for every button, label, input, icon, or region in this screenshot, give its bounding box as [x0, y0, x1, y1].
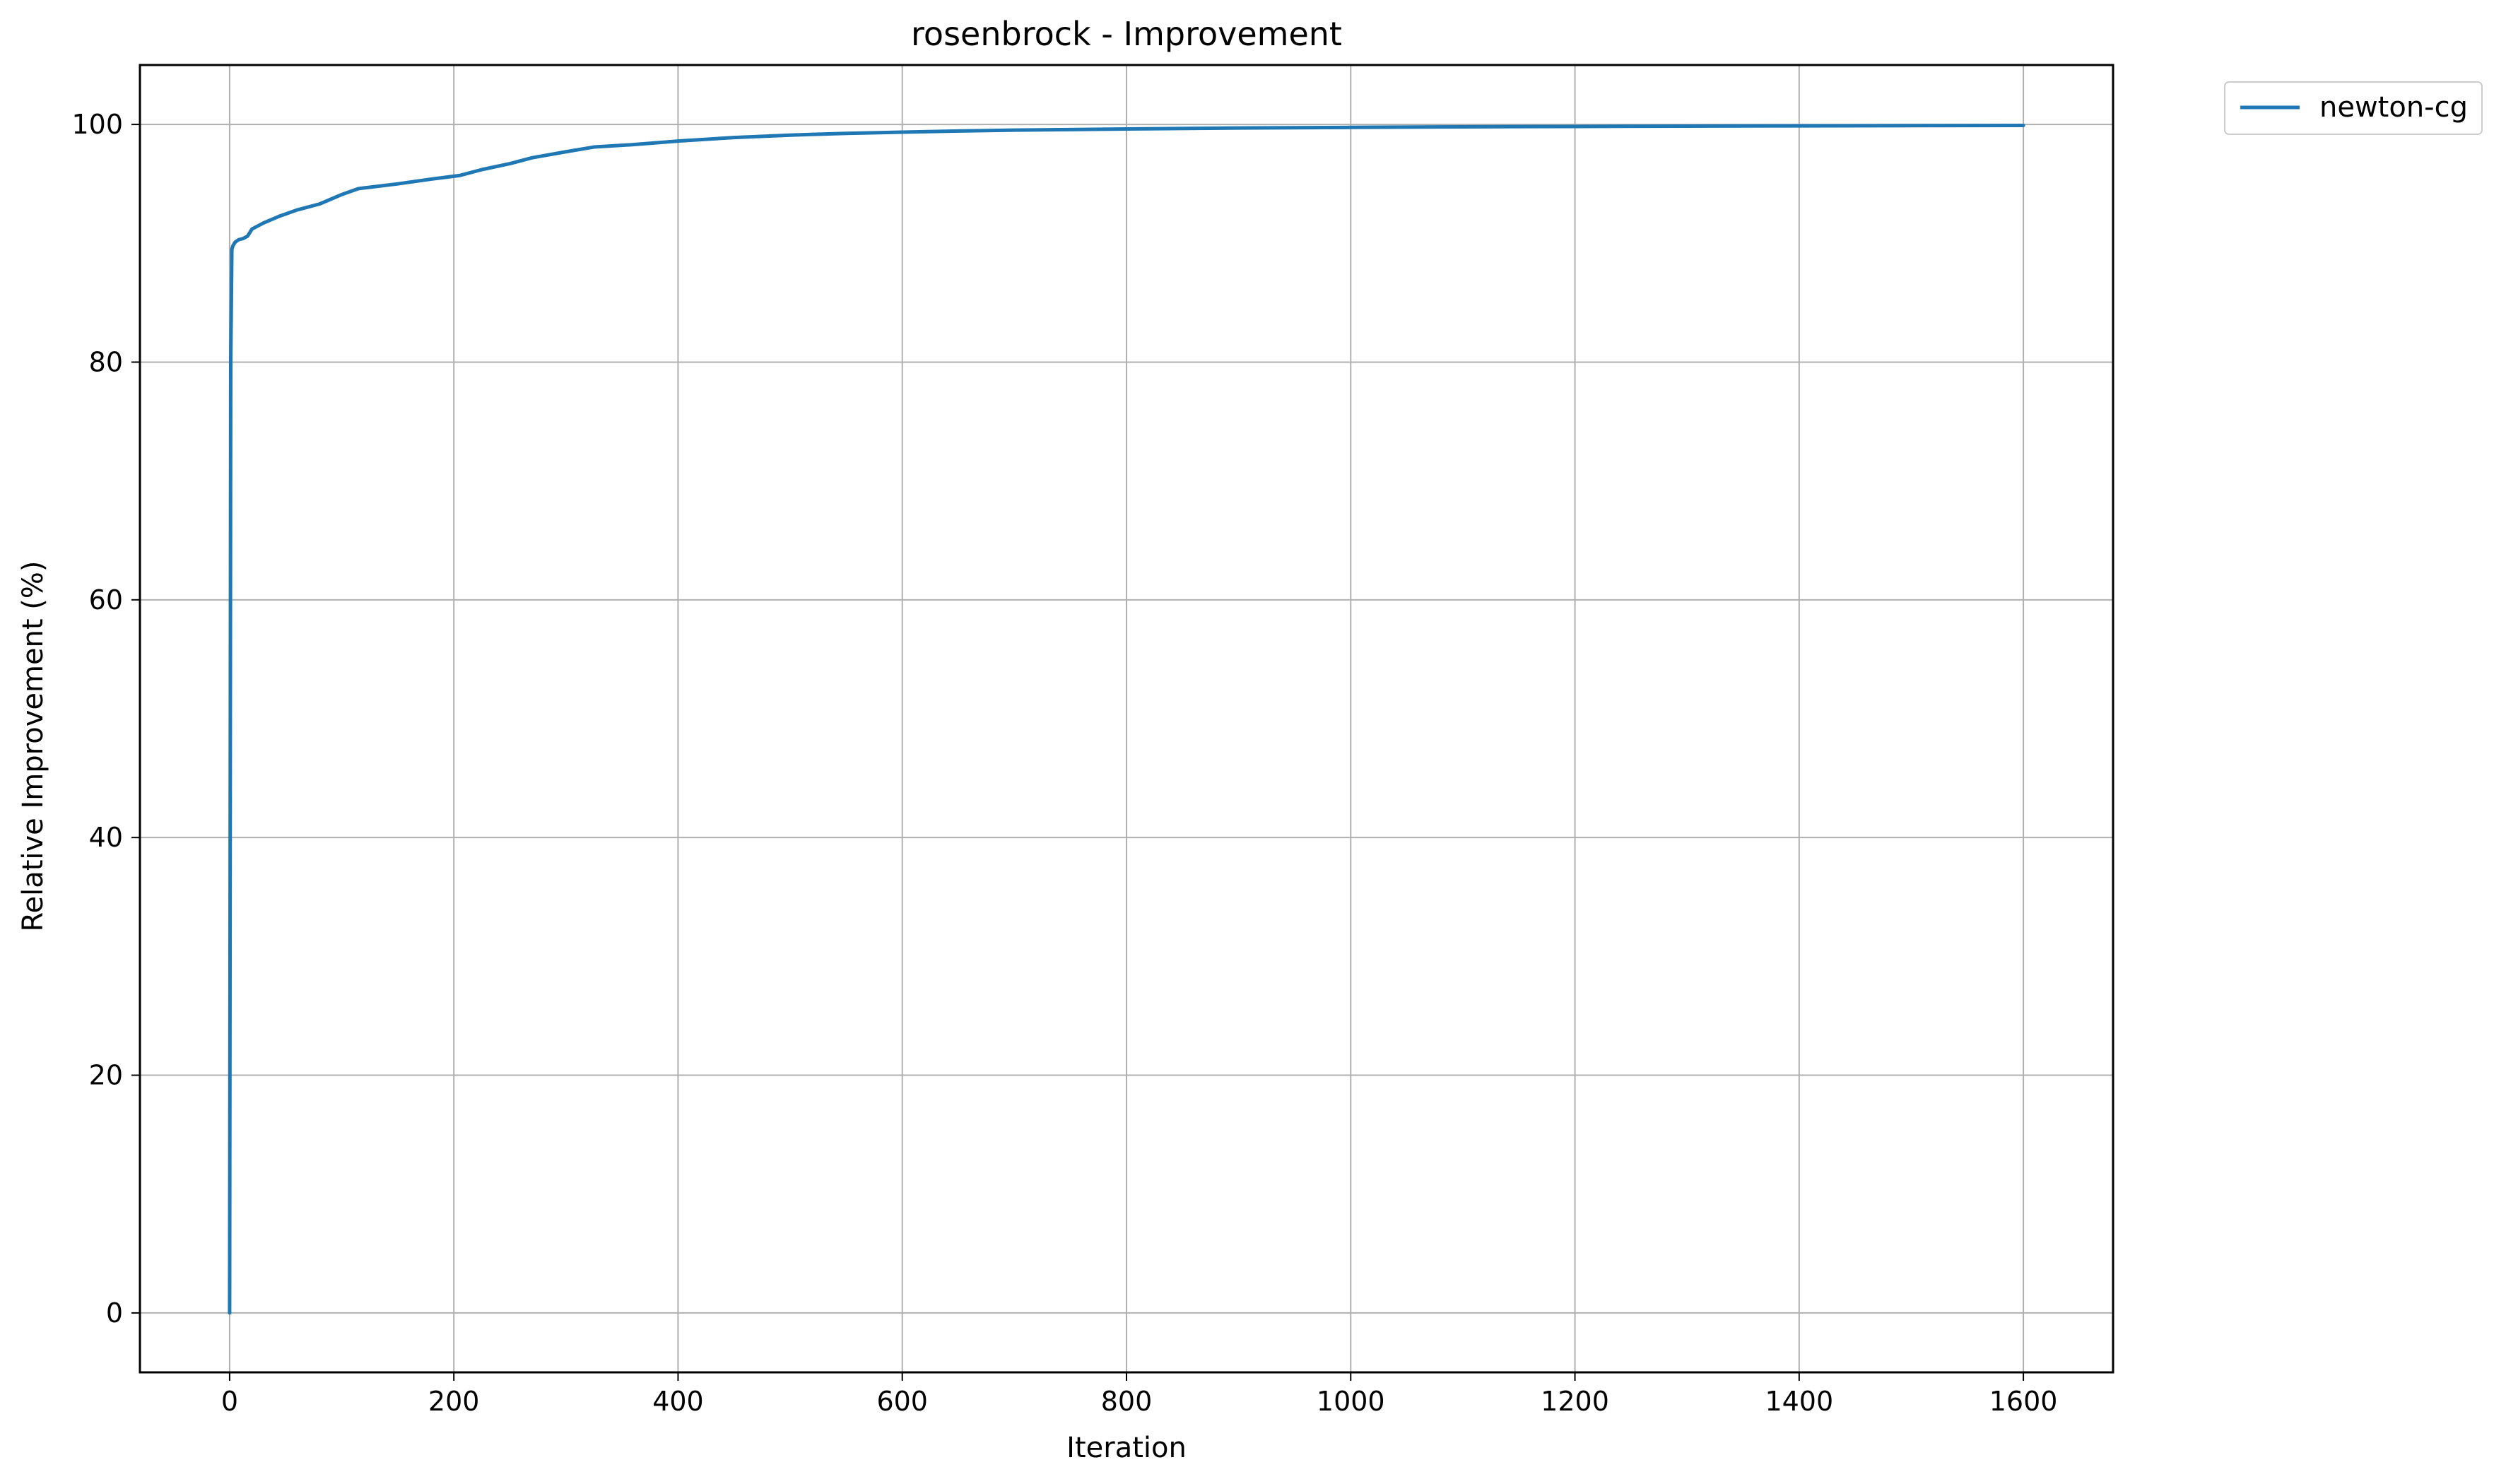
x-tick-label: 1000: [1317, 1386, 1385, 1417]
y-tick-label: 40: [89, 822, 123, 853]
x-tick-label: 1200: [1541, 1386, 1609, 1417]
chart-title: rosenbrock - Improvement: [911, 15, 1342, 53]
x-tick-label: 0: [221, 1386, 238, 1417]
x-tick-label: 1400: [1765, 1386, 1833, 1417]
y-tick-label: 0: [106, 1297, 123, 1329]
y-tick-label: 60: [89, 584, 123, 616]
x-tick-label: 800: [1101, 1386, 1153, 1417]
legend: newton-cg: [2224, 81, 2483, 135]
x-tick-label: 1600: [1989, 1386, 2058, 1417]
x-axis-label: Iteration: [1066, 1432, 1187, 1464]
x-tick-label: 400: [652, 1386, 704, 1417]
legend-label-newton-cg: newton-cg: [2319, 91, 2468, 124]
series-line-newton-cg: [228, 123, 2025, 1315]
y-axis-label: Relative Improvement (%): [17, 560, 49, 931]
grid-lines: [140, 65, 2113, 1372]
y-tick-label: 100: [71, 109, 123, 140]
x-tick-label: 200: [428, 1386, 480, 1417]
x-tick-label: 600: [876, 1386, 928, 1417]
series-layer: [228, 123, 2025, 1315]
y-tick-label: 80: [89, 346, 123, 377]
legend-box: [2224, 81, 2483, 135]
axis-ticks: 0 200 400 600 800 1000 1200 1400 1600 0 20 40 60 80 10…: [71, 109, 2057, 1417]
y-tick-label: 20: [89, 1060, 123, 1091]
